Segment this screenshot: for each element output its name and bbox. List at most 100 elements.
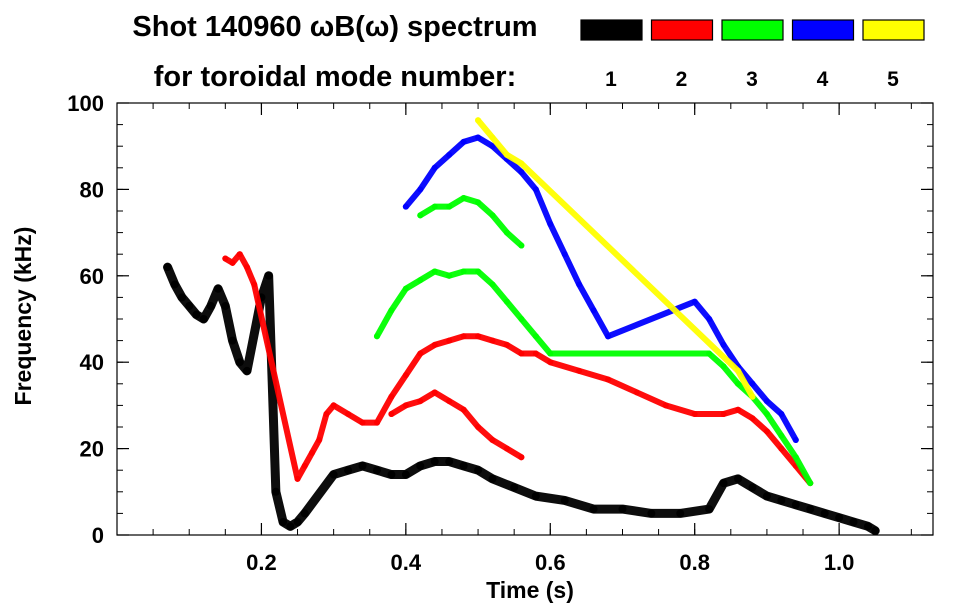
data-point <box>489 143 496 150</box>
data-point <box>460 333 467 340</box>
data-point <box>792 436 799 443</box>
data-point <box>871 526 880 535</box>
data-point <box>518 160 525 167</box>
data-point <box>647 509 656 518</box>
x-axis-label: Time (s) <box>486 577 574 603</box>
data-point <box>445 457 454 466</box>
data-point <box>503 298 510 305</box>
data-point <box>206 302 215 311</box>
data-point <box>185 302 194 311</box>
data-point <box>279 518 288 527</box>
data-point <box>251 281 258 288</box>
data-point <box>402 203 409 210</box>
data-point <box>778 432 785 439</box>
data-point <box>705 505 714 514</box>
data-point <box>720 341 727 348</box>
data-point <box>417 212 424 219</box>
data-point <box>402 372 409 379</box>
data-point <box>489 436 496 443</box>
data-point <box>806 505 815 514</box>
data-point <box>518 242 525 249</box>
data-point <box>475 199 482 206</box>
data-point <box>532 333 539 340</box>
data-point <box>489 337 496 344</box>
y-tick-label: 60 <box>80 264 104 289</box>
data-point <box>475 333 482 340</box>
data-point <box>323 411 330 418</box>
data-point <box>236 251 243 258</box>
series-line-n-5 <box>475 117 756 400</box>
data-point <box>618 505 627 514</box>
y-axis-label: Frequency (kHz) <box>10 227 36 406</box>
data-point <box>460 268 467 275</box>
data-point <box>300 509 309 518</box>
data-point <box>228 336 237 345</box>
data-point <box>518 316 525 322</box>
data-point <box>388 393 395 400</box>
data-point <box>372 466 381 475</box>
data-point <box>446 398 453 405</box>
data-point <box>243 264 250 271</box>
data-point <box>214 284 223 293</box>
data-point <box>417 350 424 357</box>
y-tick-label: 100 <box>67 91 104 116</box>
data-point <box>547 220 554 227</box>
data-point <box>849 518 858 527</box>
data-point <box>720 363 727 370</box>
data-point <box>734 474 743 483</box>
data-point <box>503 341 510 348</box>
data-point <box>417 277 424 284</box>
x-tick-label: 0.6 <box>535 550 566 575</box>
data-point <box>518 169 525 176</box>
legend-swatch-mode-4 <box>791 19 855 41</box>
data-point <box>373 419 380 426</box>
data-point <box>807 480 814 487</box>
data-point <box>691 411 698 418</box>
chart-title-line-2: for toroidal mode number: <box>154 61 517 93</box>
data-point <box>763 428 770 435</box>
series-line-n-4 <box>402 134 799 443</box>
series-line-n-2-lower-branch- <box>388 389 525 461</box>
data-point <box>547 350 554 357</box>
data-point <box>417 398 424 405</box>
data-point <box>748 483 757 492</box>
y-tick-label: 80 <box>80 177 104 202</box>
data-point <box>503 445 510 452</box>
legend-label-mode-3: 3 <box>746 68 758 91</box>
data-point <box>431 389 438 396</box>
data-point <box>192 310 201 319</box>
y-tick-label: 0 <box>92 523 104 548</box>
data-point <box>271 487 280 496</box>
data-point <box>763 411 770 418</box>
data-point <box>763 398 770 405</box>
data-point <box>431 203 438 210</box>
data-point <box>446 272 453 279</box>
x-tick-label: 0.4 <box>391 550 422 575</box>
data-point <box>221 302 230 311</box>
data-point <box>792 454 799 461</box>
data-point <box>605 376 612 383</box>
data-point <box>864 522 873 531</box>
data-point <box>344 466 353 475</box>
data-point <box>199 315 208 323</box>
data-point <box>719 479 728 488</box>
data-point <box>590 307 597 314</box>
data-point <box>388 411 395 418</box>
data-point <box>791 500 800 509</box>
data-point <box>532 350 539 357</box>
data-point <box>417 186 424 193</box>
legend-swatch-mode-5 <box>862 19 925 41</box>
data-point <box>762 492 771 501</box>
data-point <box>286 522 295 531</box>
data-point <box>475 134 482 141</box>
y-tick-label: 40 <box>80 350 104 375</box>
data-point <box>163 263 172 272</box>
data-point <box>460 406 467 413</box>
data-point <box>778 411 785 418</box>
data-point <box>345 411 352 418</box>
y-tick-label: 20 <box>80 437 104 462</box>
legend-swatch-mode-2 <box>650 19 714 41</box>
data-point <box>547 359 554 366</box>
data-point <box>430 457 439 466</box>
